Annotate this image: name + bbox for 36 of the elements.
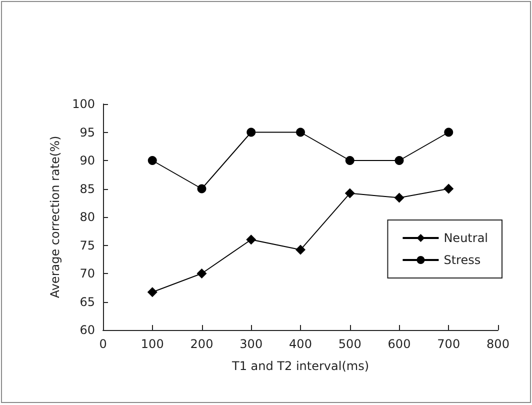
y-tick-label: 60 bbox=[80, 323, 95, 337]
point bbox=[394, 192, 404, 203]
y-tick-label: 85 bbox=[80, 182, 95, 196]
x-tick-label: 300 bbox=[240, 337, 263, 351]
point bbox=[196, 268, 207, 278]
y-tick-label: 70 bbox=[80, 266, 95, 280]
x-tick-label: 0 bbox=[99, 337, 107, 351]
y-tick-label: 100 bbox=[72, 97, 95, 111]
y-tick-label: 90 bbox=[80, 154, 95, 168]
y-axis-title: Average correction rate(%) bbox=[48, 136, 62, 298]
point bbox=[246, 234, 256, 245]
x-tick-label: 800 bbox=[486, 337, 510, 351]
y-tick-label: 65 bbox=[80, 294, 95, 309]
legend-label: Neutral bbox=[444, 231, 488, 245]
point bbox=[197, 184, 206, 194]
point bbox=[296, 244, 306, 255]
x-tick-label: 500 bbox=[338, 337, 362, 351]
y-tick-label: 95 bbox=[80, 125, 95, 140]
x-tick-label: 200 bbox=[190, 337, 214, 351]
y-tick-label: 80 bbox=[80, 210, 95, 224]
point bbox=[444, 184, 454, 194]
legend-label: Stress bbox=[444, 253, 481, 267]
point bbox=[148, 156, 157, 165]
point bbox=[444, 128, 454, 137]
point bbox=[296, 128, 305, 137]
x-tick-label: 600 bbox=[388, 337, 411, 351]
x-tick-label: 100 bbox=[140, 337, 164, 351]
point bbox=[345, 156, 354, 165]
y-tick-label: 75 bbox=[80, 238, 95, 252]
x-axis-title: T1 and T2 interval(ms) bbox=[230, 359, 370, 373]
point bbox=[147, 287, 158, 298]
x-tick-label: 700 bbox=[437, 337, 460, 351]
point bbox=[246, 128, 256, 137]
point bbox=[394, 156, 404, 165]
x-tick-label: 400 bbox=[289, 337, 312, 351]
point bbox=[344, 188, 355, 198]
